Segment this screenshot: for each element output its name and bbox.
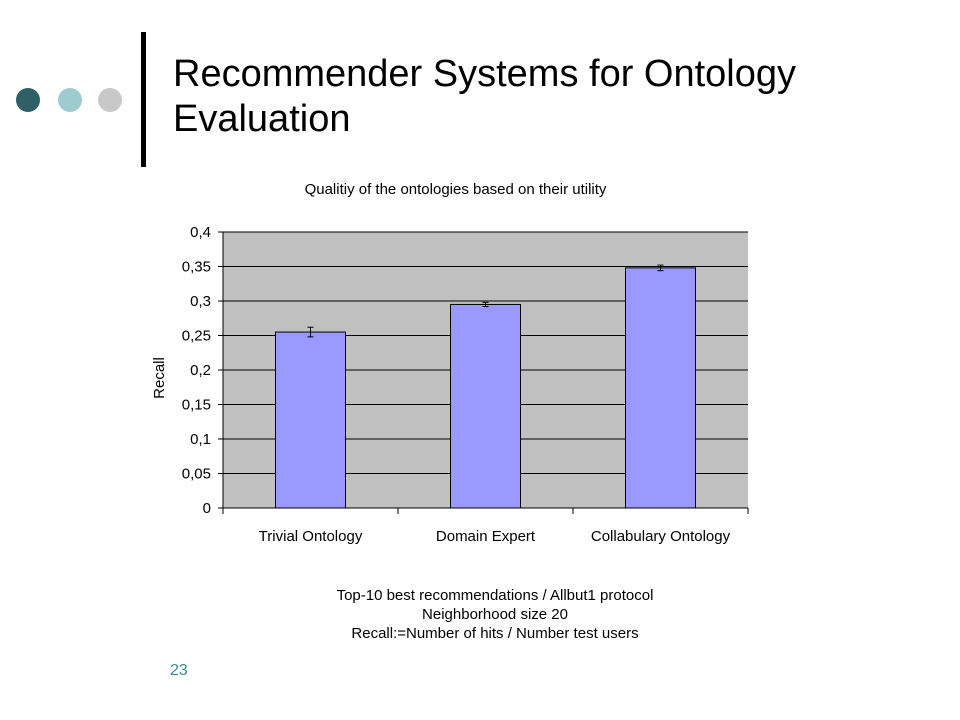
- slide-title: Recommender Systems for Ontology Evaluat…: [173, 53, 797, 140]
- y-axis-label: Recall: [151, 357, 168, 399]
- chart-title: Qualitiy of the ontologies based on thei…: [305, 181, 607, 198]
- y-tick-label-8: 0,4: [190, 224, 211, 241]
- x-tick-label-2: Collabulary Ontology: [591, 528, 731, 545]
- caption-line-2: Neighborhood size 20: [422, 606, 568, 623]
- y-tick-label-4: 0,2: [190, 362, 211, 379]
- x-tick-label-1: Domain Expert: [436, 528, 536, 545]
- y-tick-label-6: 0,3: [190, 293, 211, 310]
- caption-line-3: Recall:=Number of hits / Number test use…: [351, 625, 639, 642]
- bullet-dot-3: [98, 88, 122, 112]
- y-tick-label-2: 0,1: [190, 431, 211, 448]
- bullet-dot-2: [58, 88, 82, 112]
- caption-line-1: Top-10 best recommendations / Allbut1 pr…: [336, 587, 654, 604]
- slide-number: 23: [170, 662, 188, 679]
- y-tick-label-5: 0,25: [182, 328, 211, 345]
- y-tick-label-7: 0,35: [182, 259, 211, 276]
- bar-2: [625, 267, 696, 509]
- title-rule: [141, 32, 146, 167]
- y-tick-label-3: 0,15: [182, 397, 211, 414]
- chart-caption: Top-10 best recommendations / Allbut1 pr…: [200, 586, 790, 643]
- bullet-dot-1: [16, 88, 40, 112]
- bar-1: [450, 303, 521, 509]
- x-tick-label-0: Trivial Ontology: [259, 528, 363, 545]
- y-tick-label-0: 0: [203, 500, 211, 517]
- bar-0: [275, 331, 346, 509]
- y-tick-label-1: 0,05: [182, 466, 211, 483]
